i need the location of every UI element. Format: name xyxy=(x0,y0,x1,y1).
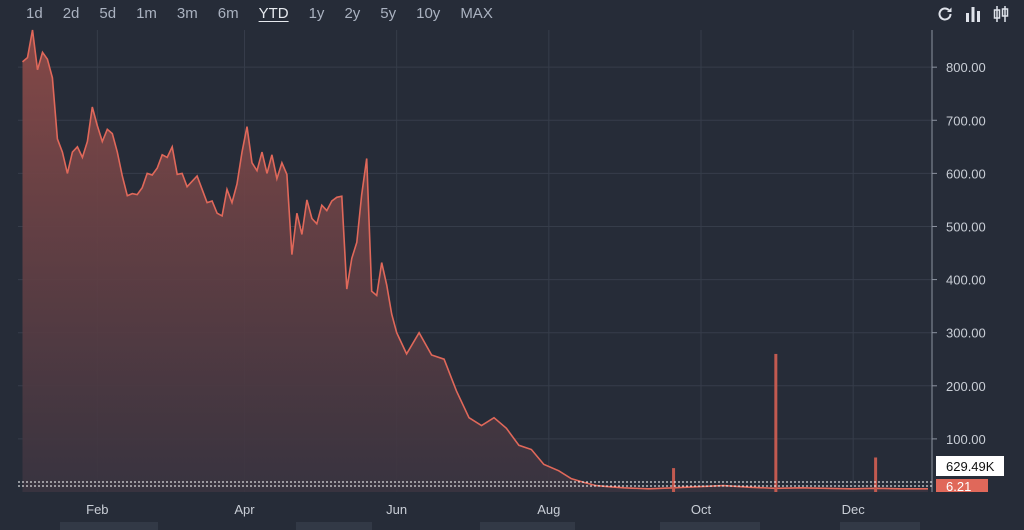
volume-bar xyxy=(874,457,878,492)
chart-toolbar xyxy=(936,0,1010,28)
x-axis-band-segment xyxy=(60,522,158,530)
volume-badge-text: 629.49K xyxy=(946,459,995,474)
x-tick-label: Feb xyxy=(86,502,108,517)
y-axis: 800.00 700.00 600.00 500.00 400.00 300.00 200.… xyxy=(932,60,986,447)
y-tick-label: 100.00 xyxy=(946,432,986,447)
x-axis-band-segment xyxy=(480,522,575,530)
x-tick-label: Jun xyxy=(386,502,407,517)
range-button-10y[interactable]: 10y xyxy=(416,5,441,22)
range-button-3m[interactable]: 3m xyxy=(176,5,198,22)
volume-bar xyxy=(672,468,676,492)
range-button-2y[interactable]: 2y xyxy=(344,5,361,22)
range-button-5y[interactable]: 5y xyxy=(380,5,397,22)
range-button-1m[interactable]: 1m xyxy=(136,5,157,22)
price-line xyxy=(21,29,928,490)
x-axis: Feb Apr Jun Aug Oct Dec xyxy=(86,502,865,517)
x-axis-band-segment xyxy=(660,522,760,530)
y-tick-label: 600.00 xyxy=(946,166,986,181)
candlestick-icon[interactable] xyxy=(992,5,1010,23)
y-tick-label: 700.00 xyxy=(946,113,986,128)
y-tick-label: 800.00 xyxy=(946,60,986,75)
range-button-6m[interactable]: 6m xyxy=(217,5,239,22)
y-tick-label: 200.00 xyxy=(946,379,986,394)
range-button-5d[interactable]: 5d xyxy=(99,5,117,22)
price-area xyxy=(22,30,928,492)
last-price-badge: 6.21 xyxy=(936,479,988,494)
x-axis-band-segment xyxy=(296,522,372,530)
y-tick-label: 300.00 xyxy=(946,326,986,341)
range-button-2d[interactable]: 2d xyxy=(62,5,80,22)
refresh-icon[interactable] xyxy=(936,5,954,23)
x-axis-band xyxy=(60,522,920,530)
x-axis-band-segment xyxy=(840,522,920,530)
range-selector: 1d 2d 5d 1m 3m 6m YTD 1y 2y 5y 10y MAX xyxy=(0,0,916,28)
volume-badge: 629.49K xyxy=(936,456,1004,476)
x-tick-label: Apr xyxy=(234,502,255,517)
x-tick-label: Aug xyxy=(537,502,560,517)
last-price-badge-text: 6.21 xyxy=(946,479,971,494)
x-tick-label: Oct xyxy=(691,502,712,517)
y-tick-label: 500.00 xyxy=(946,219,986,234)
range-button-1d[interactable]: 1d xyxy=(26,5,43,22)
range-button-1y[interactable]: 1y xyxy=(308,5,325,22)
volume-bars xyxy=(672,353,878,492)
range-button-ytd[interactable]: YTD xyxy=(258,5,289,22)
y-tick-label: 400.00 xyxy=(946,273,986,288)
range-button-max[interactable]: MAX xyxy=(460,5,493,22)
x-tick-label: Dec xyxy=(842,502,866,517)
bar-chart-icon[interactable] xyxy=(964,5,982,23)
volume-bar xyxy=(774,353,778,492)
